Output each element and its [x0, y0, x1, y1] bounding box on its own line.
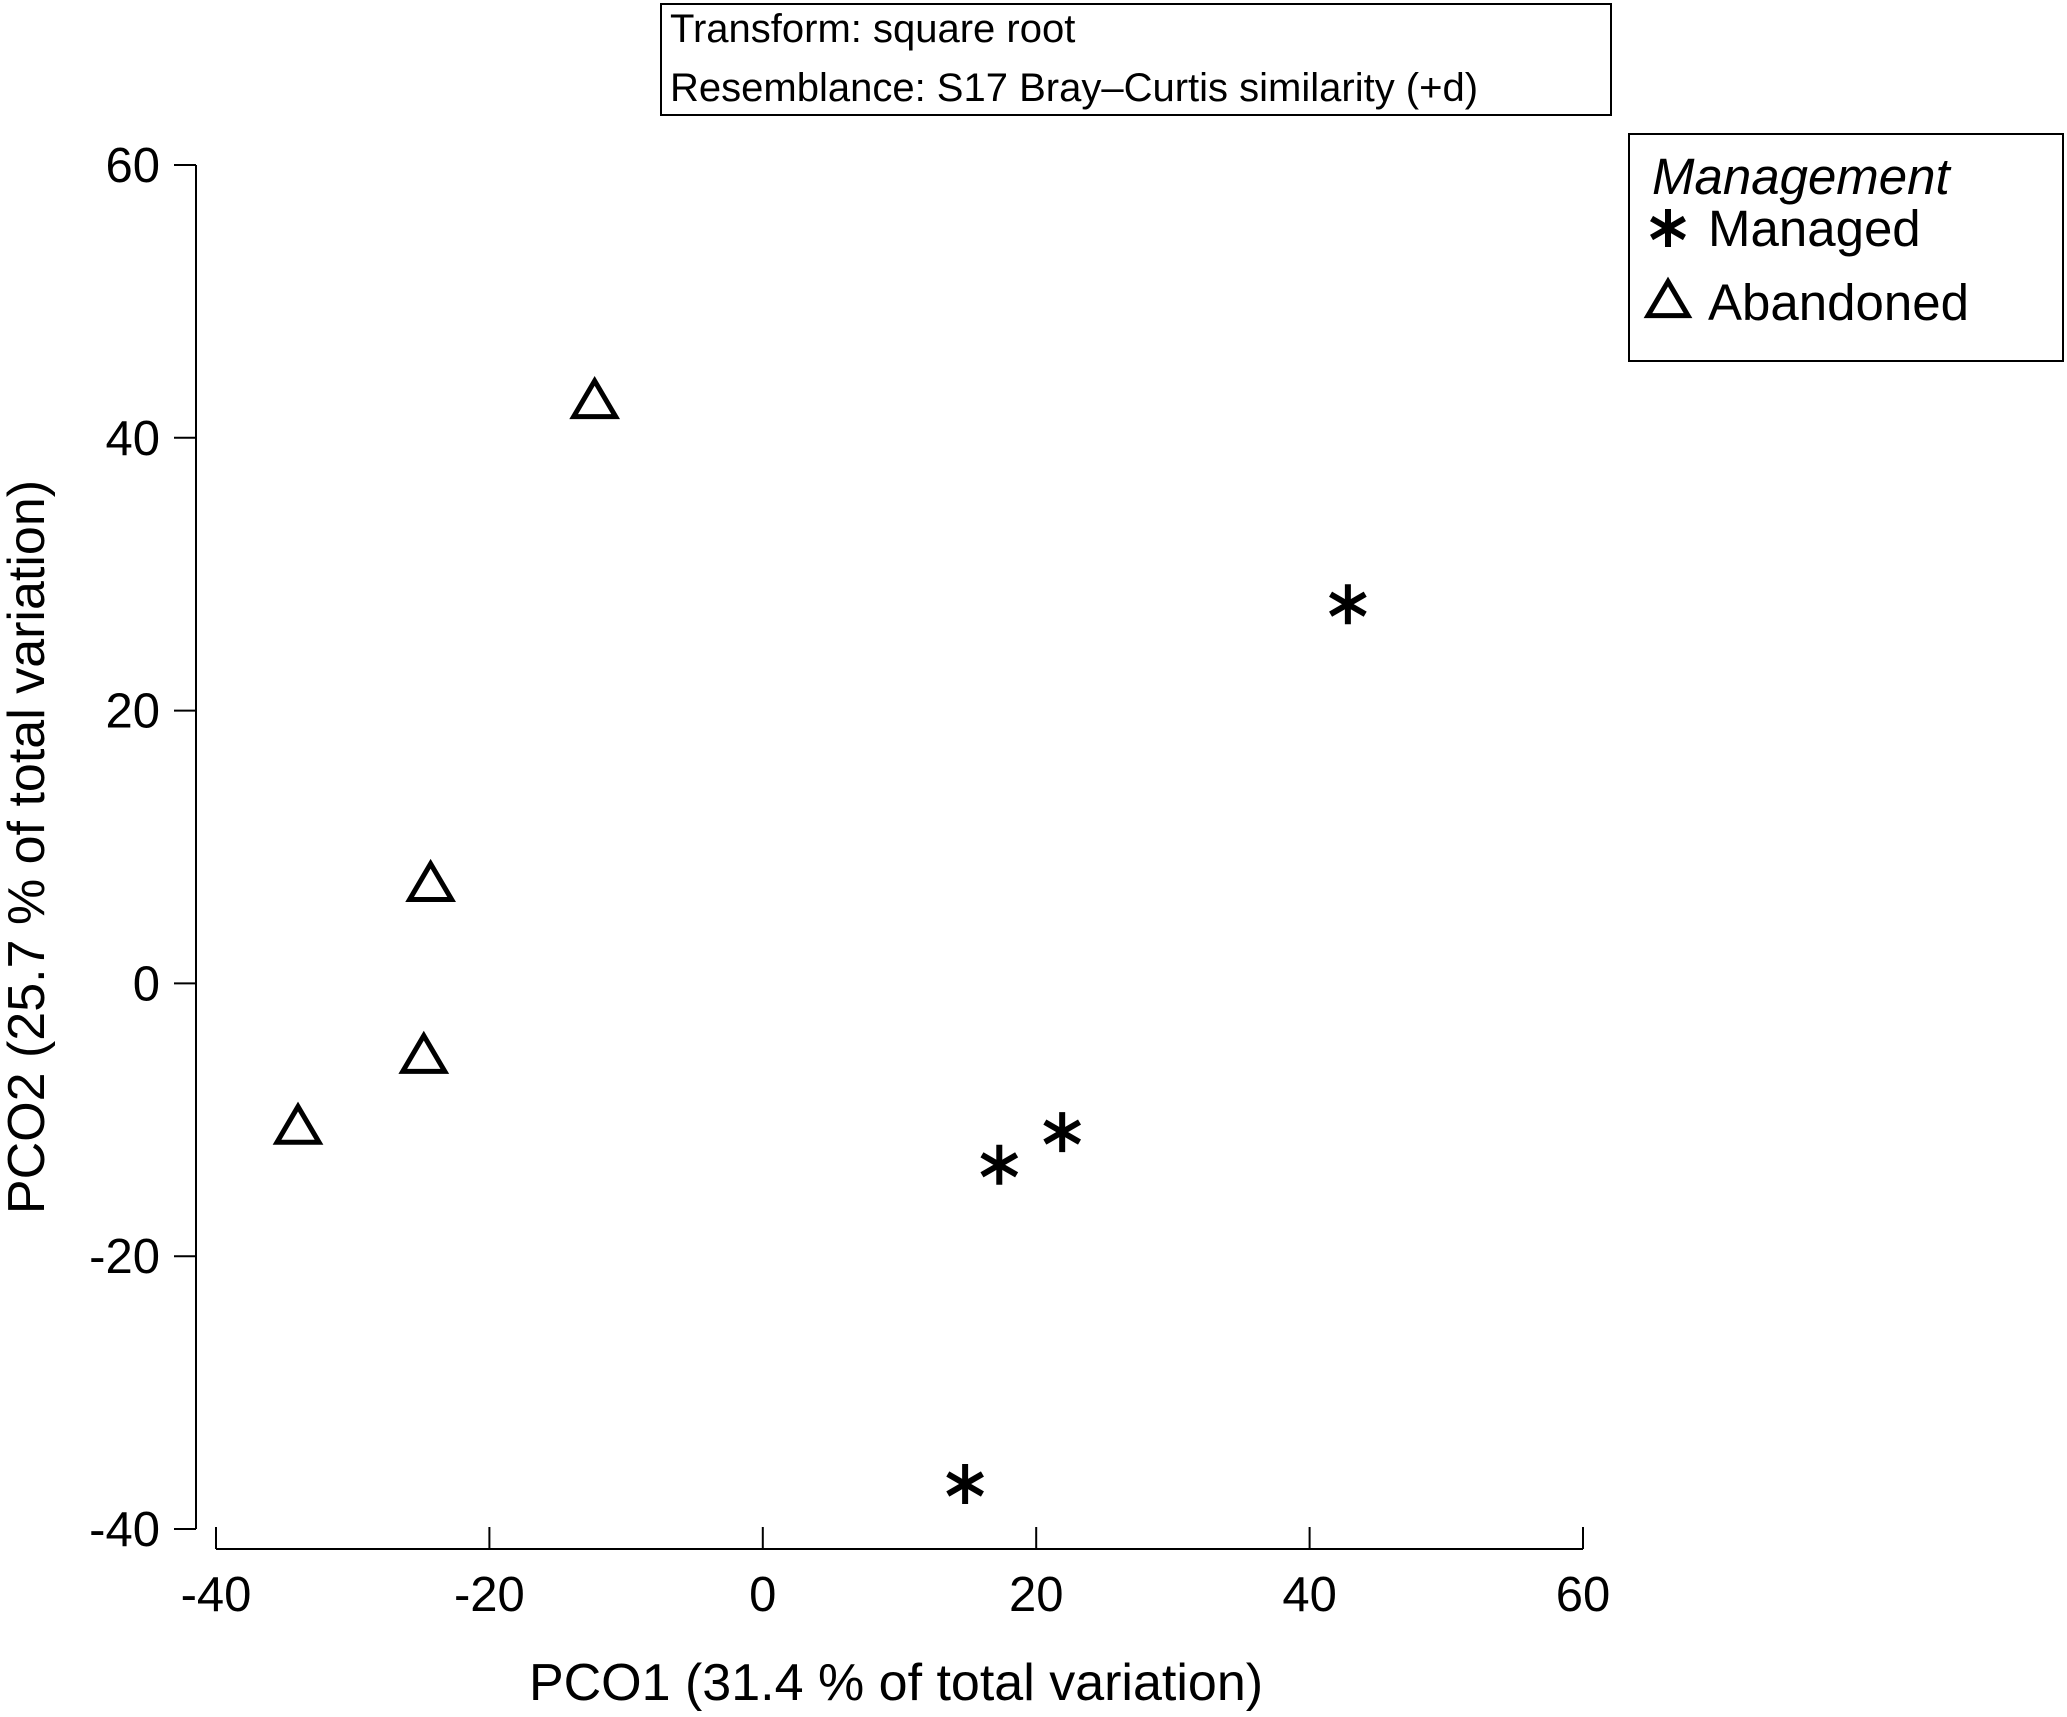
x-tick-label: 20	[1009, 1568, 1064, 1622]
x-tick-label: 60	[1556, 1568, 1611, 1622]
y-tick-label: 20	[105, 685, 160, 739]
x-tick-label: -20	[454, 1568, 525, 1622]
info-line-transform: Transform: square root	[670, 7, 1075, 51]
y-tick-label: -40	[89, 1503, 160, 1557]
legend-items: Managed Abandoned	[1643, 200, 1969, 331]
abandoned-point	[405, 858, 456, 902]
legend-label-abandoned: Abandoned	[1708, 274, 1969, 331]
x-axis: -40 -20 0 20 40 60	[181, 1527, 1611, 1622]
info-box: Transform: square root Resemblance: S17 …	[660, 3, 1612, 116]
x-tick-label: 40	[1282, 1568, 1337, 1622]
info-line-resemblance: Resemblance: S17 Bray–Curtis similarity …	[670, 66, 1478, 110]
x-axis-title: PCO1 (31.4 % of total variation)	[529, 1654, 1263, 1712]
y-tick-label: 60	[105, 139, 160, 193]
legend-title: Management	[1652, 148, 1952, 205]
managed-point	[1043, 1112, 1081, 1153]
x-tick-label: -40	[181, 1568, 252, 1622]
legend-marker-abandoned	[1643, 276, 1693, 319]
x-ticks: -40 -20 0 20 40 60	[181, 1527, 1611, 1622]
y-axis: -40 -20 0 20 40 60	[89, 139, 197, 1557]
managed-point	[946, 1463, 984, 1504]
y-ticks: -40 -20 0 20 40 60	[89, 139, 196, 1557]
info-box-frame	[660, 3, 1612, 116]
legend-frame	[1628, 133, 2064, 362]
abandoned-point	[272, 1101, 324, 1145]
managed-point	[1329, 584, 1367, 625]
legend-label-managed: Managed	[1708, 200, 1921, 257]
legend: Management Managed Abandoned	[1628, 133, 2064, 362]
x-tick-label: 0	[749, 1568, 776, 1622]
abandoned-point	[398, 1030, 450, 1074]
y-tick-label: -20	[89, 1230, 160, 1284]
data-points	[272, 375, 1367, 1504]
legend-marker-managed	[1650, 209, 1686, 247]
y-tick-label: 40	[105, 412, 160, 466]
abandoned-point	[569, 375, 621, 420]
managed-point	[980, 1144, 1019, 1185]
y-tick-label: 0	[133, 957, 160, 1011]
y-axis-title: PCO2 (25.7 % of total variation)	[0, 480, 56, 1214]
